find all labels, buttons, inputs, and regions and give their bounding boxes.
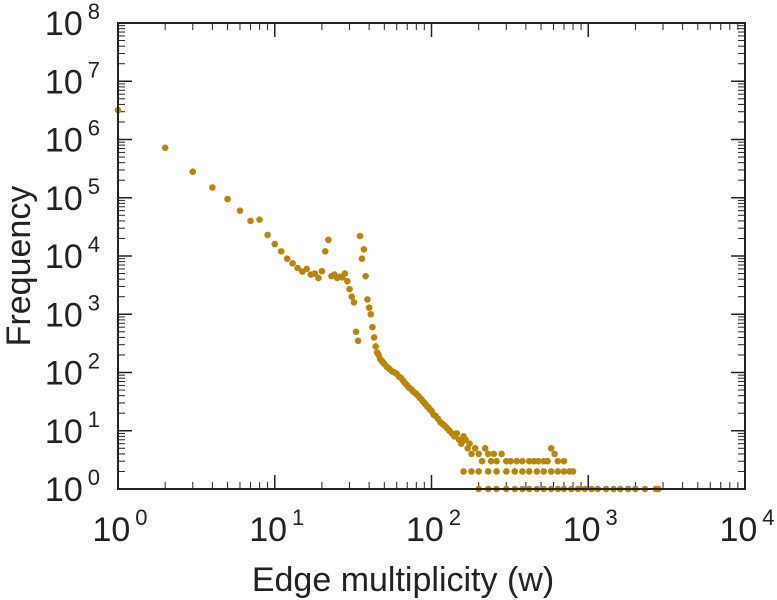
data-point — [513, 457, 521, 465]
data-point — [372, 343, 379, 350]
data-point — [256, 216, 263, 223]
data-point — [224, 195, 231, 203]
y-tick-label: 10 5 — [45, 174, 100, 218]
data-point — [271, 240, 279, 248]
data-point — [507, 457, 514, 465]
x-tick-label: 10 4 — [719, 505, 774, 549]
data-point — [525, 457, 533, 465]
data-point — [369, 323, 376, 331]
data-point — [560, 468, 568, 475]
data-point — [554, 468, 562, 475]
data-point — [540, 468, 548, 475]
y-tick-label: 10 1 — [45, 407, 100, 451]
data-point — [348, 293, 356, 301]
data-point — [283, 255, 291, 262]
data-point — [511, 468, 519, 475]
data-point — [343, 277, 351, 285]
data-point — [341, 270, 349, 277]
data-point — [519, 457, 526, 465]
data-point — [311, 270, 319, 277]
data-point — [498, 450, 505, 458]
data-point — [289, 259, 296, 267]
data-point — [161, 144, 169, 152]
data-point — [264, 231, 271, 239]
data-point — [360, 246, 368, 253]
data-point — [533, 468, 541, 475]
data-point — [209, 184, 216, 191]
data-point — [356, 232, 364, 240]
data-point — [364, 296, 371, 303]
data-point — [493, 468, 500, 475]
data-point — [303, 265, 311, 273]
data-point — [350, 299, 358, 306]
data-point — [484, 450, 492, 458]
data-points — [114, 106, 662, 493]
data-point — [468, 468, 475, 475]
y-tick-label: 10 6 — [45, 116, 100, 160]
data-point — [325, 236, 332, 244]
y-axis-label: Frequency — [0, 186, 38, 347]
data-point — [453, 430, 461, 437]
data-point — [547, 468, 555, 475]
data-point — [352, 328, 360, 336]
x-tick-label: 10 0 — [92, 505, 147, 549]
x-tick-label: 10 1 — [249, 505, 304, 549]
data-point — [519, 468, 526, 475]
data-point — [354, 337, 362, 345]
data-point — [490, 450, 498, 458]
data-point — [189, 168, 197, 176]
data-point — [478, 457, 486, 465]
data-point — [362, 272, 369, 280]
data-point — [236, 207, 244, 214]
x-axis-label: Edge multiplicity (w) — [252, 561, 554, 599]
minor-ticks — [118, 23, 745, 489]
y-tick-label: 10 4 — [45, 232, 100, 276]
data-point — [534, 457, 542, 465]
x-tick-label: 10 3 — [563, 505, 618, 549]
y-tick-label: 10 3 — [45, 290, 100, 334]
data-point — [475, 450, 482, 458]
data-point — [544, 457, 551, 465]
data-point — [547, 444, 555, 452]
y-tick-label: 10 0 — [45, 465, 100, 509]
data-point — [481, 444, 489, 452]
data-point — [346, 285, 353, 293]
data-point — [569, 468, 577, 475]
data-point — [277, 248, 285, 255]
data-point — [484, 468, 492, 475]
plot-frame — [117, 22, 746, 490]
data-point — [315, 274, 322, 282]
data-point — [365, 304, 373, 311]
data-point — [554, 457, 562, 465]
data-point — [502, 468, 510, 475]
data-point — [370, 334, 378, 341]
data-point — [458, 440, 465, 447]
data-point — [468, 450, 475, 458]
data-point — [247, 217, 254, 225]
data-point — [460, 468, 467, 475]
y-tick-label: 10 7 — [45, 57, 100, 101]
data-point — [551, 450, 558, 458]
data-point — [466, 440, 473, 447]
x-tick-labels: 10 0 10 1 10 2 10 3 10 4 — [92, 505, 774, 549]
data-point — [560, 457, 568, 465]
major-ticks — [117, 22, 746, 490]
data-point — [487, 457, 495, 465]
data-point — [358, 255, 366, 262]
data-point — [475, 468, 482, 475]
data-point — [294, 264, 301, 272]
data-point — [367, 310, 375, 318]
data-point — [525, 468, 533, 475]
data-point — [471, 444, 479, 452]
data-point — [321, 248, 329, 255]
data-point — [318, 267, 326, 275]
x-tick-label: 10 2 — [406, 505, 461, 549]
data-point — [493, 457, 500, 465]
y-tick-label: 10 8 — [45, 0, 100, 43]
y-tick-label: 10 2 — [45, 349, 100, 393]
